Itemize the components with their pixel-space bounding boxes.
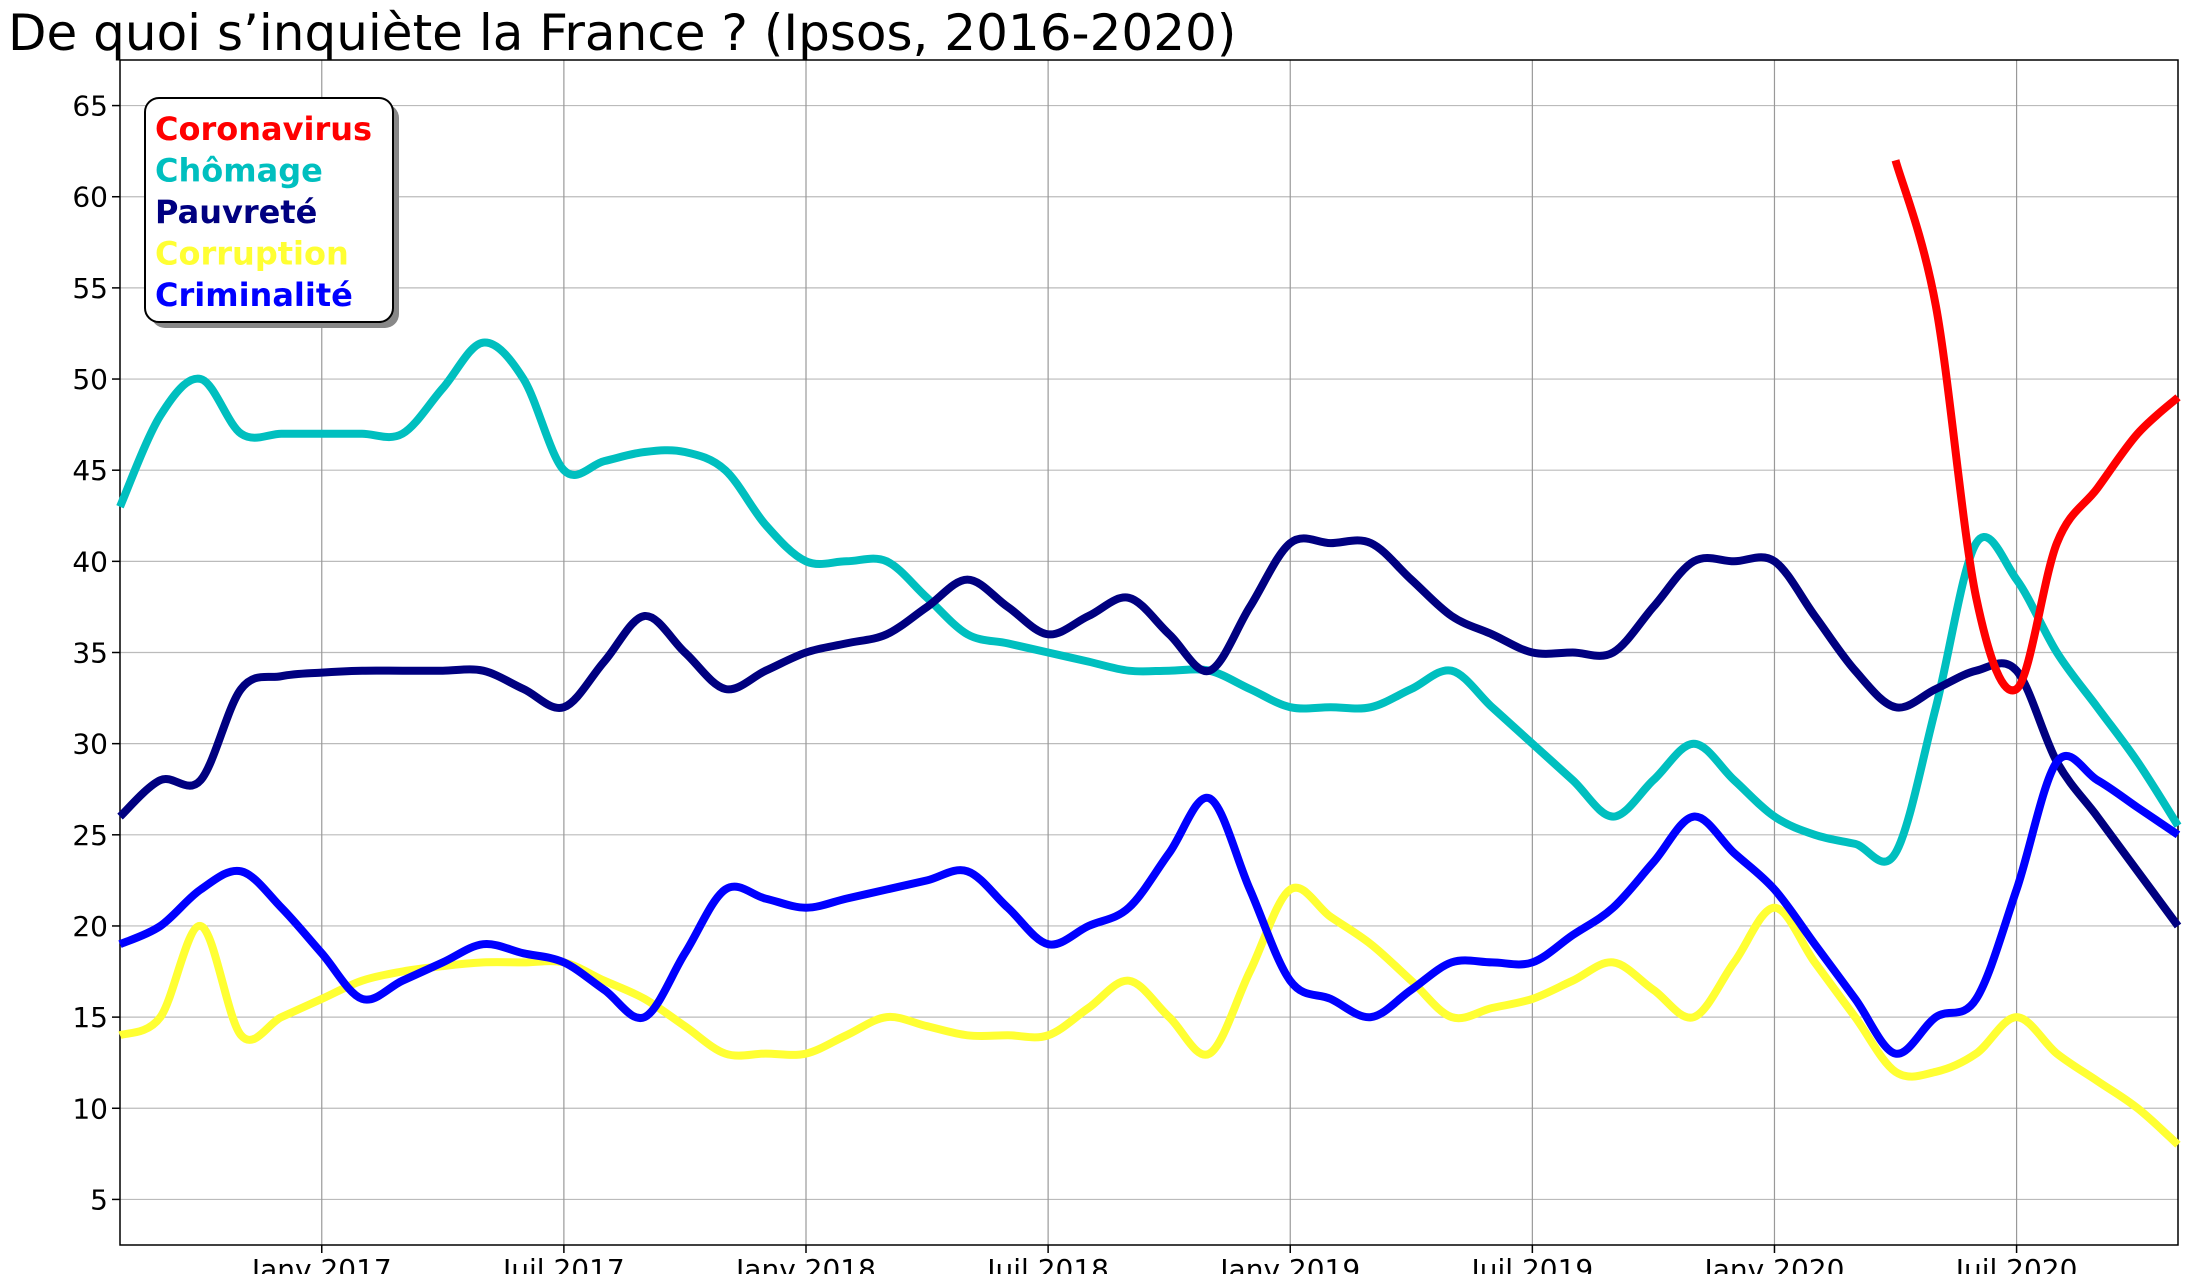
series-line-pauvrete bbox=[117, 534, 2182, 929]
x-tick-label: Janv 2018 bbox=[734, 1253, 876, 1274]
y-tick-label: 30 bbox=[72, 728, 108, 761]
y-tick-label: 55 bbox=[72, 272, 108, 305]
x-tick-label: Juil 2019 bbox=[1469, 1253, 1593, 1274]
y-tick-label: 45 bbox=[72, 454, 108, 487]
y-tick-label: 20 bbox=[72, 910, 108, 943]
x-axis-ticks: Janv 2017 Juil 2017 Janv 2018 Juil 2018 Janv… bbox=[250, 1245, 2078, 1274]
y-tick-label: 60 bbox=[72, 181, 108, 214]
legend-entry: Chômage bbox=[155, 152, 323, 190]
series-line-coronavirus bbox=[1891, 159, 2181, 695]
y-tick-label: 10 bbox=[72, 1092, 108, 1125]
y-tick-label: 35 bbox=[72, 637, 108, 670]
y-tick-label: 65 bbox=[72, 90, 108, 123]
y-tick-label: 40 bbox=[72, 545, 108, 578]
y-tick-label: 25 bbox=[72, 819, 108, 852]
legend-entry: Pauvreté bbox=[155, 193, 317, 231]
legend-entry: Coronavirus bbox=[155, 110, 372, 148]
x-tick-label: Juil 2018 bbox=[985, 1253, 1109, 1274]
chart-title: De quoi s’inquiète la France ? (Ipsos, 2… bbox=[8, 4, 1237, 62]
series-line-criminalite bbox=[118, 752, 2181, 1058]
y-axis-ticks: 5 10 15 20 25 30 35 40 45 50 55 60 65 bbox=[72, 90, 120, 1216]
x-tick-label: Juil 2017 bbox=[501, 1253, 625, 1274]
series-line-chomage bbox=[116, 338, 2182, 866]
y-tick-label: 15 bbox=[72, 1001, 108, 1034]
y-tick-label: 5 bbox=[90, 1183, 108, 1216]
x-tick-label: Janv 2017 bbox=[250, 1253, 392, 1274]
grid-lines bbox=[120, 60, 2178, 1245]
y-tick-label: 50 bbox=[72, 363, 108, 396]
series-lines bbox=[116, 159, 2182, 1148]
legend-entry: Corruption bbox=[155, 235, 349, 273]
x-tick-label: Janv 2019 bbox=[1218, 1253, 1360, 1274]
legend-box bbox=[144, 97, 394, 323]
x-tick-label: Janv 2020 bbox=[1703, 1253, 1845, 1274]
x-tick-label: Juil 2020 bbox=[1954, 1253, 2078, 1274]
legend-entry: Criminalité bbox=[155, 276, 353, 314]
